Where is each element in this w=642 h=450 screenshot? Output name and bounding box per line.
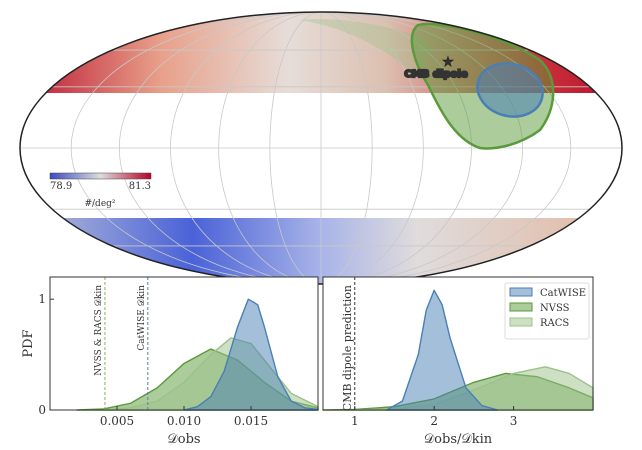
pdf-catwise xyxy=(385,289,499,411)
y-tick-label: 1 xyxy=(38,292,46,306)
catwise-contour xyxy=(476,62,544,118)
x-tick-label: 1 xyxy=(351,414,359,428)
vline-label: NVSS & RACS 𝒟kin xyxy=(94,285,104,376)
legend: CatWISE NVSS RACS xyxy=(504,282,590,340)
vline-label: CMB dipole prediction xyxy=(341,285,354,411)
vline-label: CatWISE 𝒟kin xyxy=(137,285,147,351)
y-axis-label: PDF xyxy=(21,329,36,357)
legend-swatch xyxy=(509,302,533,312)
colorbar-min: 78.9 xyxy=(50,181,72,192)
colorbar: 78.9 81.3 #/deg² xyxy=(49,172,152,209)
colorbar-unit: #/deg² xyxy=(84,199,115,209)
legend-label: RACS xyxy=(540,318,569,329)
x-axis-label: 𝒟obs/𝒟kin xyxy=(424,432,493,447)
x-axis-label: 𝒟obs xyxy=(167,432,200,447)
x-tick-label: 0.015 xyxy=(234,414,268,428)
x-tick-label: 0.010 xyxy=(167,414,201,428)
legend-swatch xyxy=(509,317,533,327)
racs-contour xyxy=(300,19,430,80)
axes-frame xyxy=(322,276,594,411)
legend-swatch xyxy=(509,287,533,297)
legend-label: NVSS xyxy=(540,303,570,314)
y-tick-label: 0 xyxy=(38,403,46,417)
graticule xyxy=(20,12,622,284)
dobs-pdf-panel: NVSS & RACS 𝒟kin CatWISE 𝒟kin 0.005 0.010 0.… xyxy=(21,276,319,447)
map-border xyxy=(19,11,623,285)
x-tick-label: 3 xyxy=(510,414,518,428)
cmb-dipole-label: CMB dipole xyxy=(404,69,467,80)
ratio-pdf-panel: CMB dipole prediction 1 2 3 𝒟obs/𝒟kin CatWISE… xyxy=(322,276,594,447)
x-tick-label: 0.005 xyxy=(100,414,134,428)
legend-label: CatWISE xyxy=(540,288,586,299)
x-tick-label: 2 xyxy=(430,414,438,428)
sky-map: ★ CMB dipole 78.9 81.3 #/deg² xyxy=(19,11,623,285)
colorbar-max: 81.3 xyxy=(129,181,151,192)
pdf-catwise xyxy=(183,298,319,411)
star-icon: ★ xyxy=(442,55,454,70)
